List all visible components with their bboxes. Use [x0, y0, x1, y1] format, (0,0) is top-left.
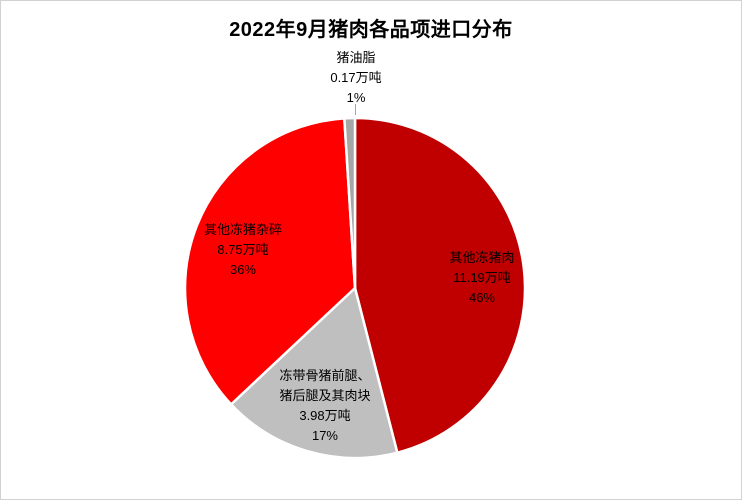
pie-slice-3 [343, 116, 357, 289]
pie-label-lard-percent: 1% [346, 90, 366, 105]
pie-label-lard-value: 0.17万吨 [330, 70, 382, 85]
pie-label-bone-in-legs-value: 3.98万吨 [299, 408, 351, 423]
pie-label-frozen-pork: 其他冻猪肉 11.19万吨 46% [449, 248, 514, 308]
pie-label-lard: 猪油脂 0.17万吨 1% [330, 48, 381, 108]
pie-label-offal-percent: 36% [229, 262, 257, 277]
pie-label-bone-in-legs-name-line2: 猪后腿及其肉块 [279, 388, 371, 403]
pie-label-offal: 其他冻猪杂碎 8.75万吨 36% [204, 220, 282, 280]
pie-label-offal-value: 8.75万吨 [217, 242, 269, 257]
pie-slice-2 [183, 117, 357, 407]
chart-title: 2022年9月猪肉各品项进口分布 [229, 19, 513, 41]
pie-label-bone-in-legs-percent: 17% [311, 428, 339, 443]
pie-label-frozen-pork-name: 其他冻猪肉 [449, 250, 515, 265]
pie-label-bone-in-legs-name-line1: 冻带骨猪前腿、 [279, 368, 371, 383]
pie-label-lard-name: 猪油脂 [336, 50, 376, 65]
pie-label-bone-in-legs: 冻带骨猪前腿、 猪后腿及其肉块 3.98万吨 17% [279, 366, 370, 446]
pie-slice-1 [229, 285, 399, 460]
pie-slice-0 [353, 116, 527, 455]
pie-label-frozen-pork-value: 11.19万吨 [453, 270, 511, 285]
pie-label-offal-name: 其他冻猪杂碎 [203, 222, 283, 237]
label-leader-line [355, 104, 356, 115]
pie-label-frozen-pork-percent: 46% [468, 290, 496, 305]
